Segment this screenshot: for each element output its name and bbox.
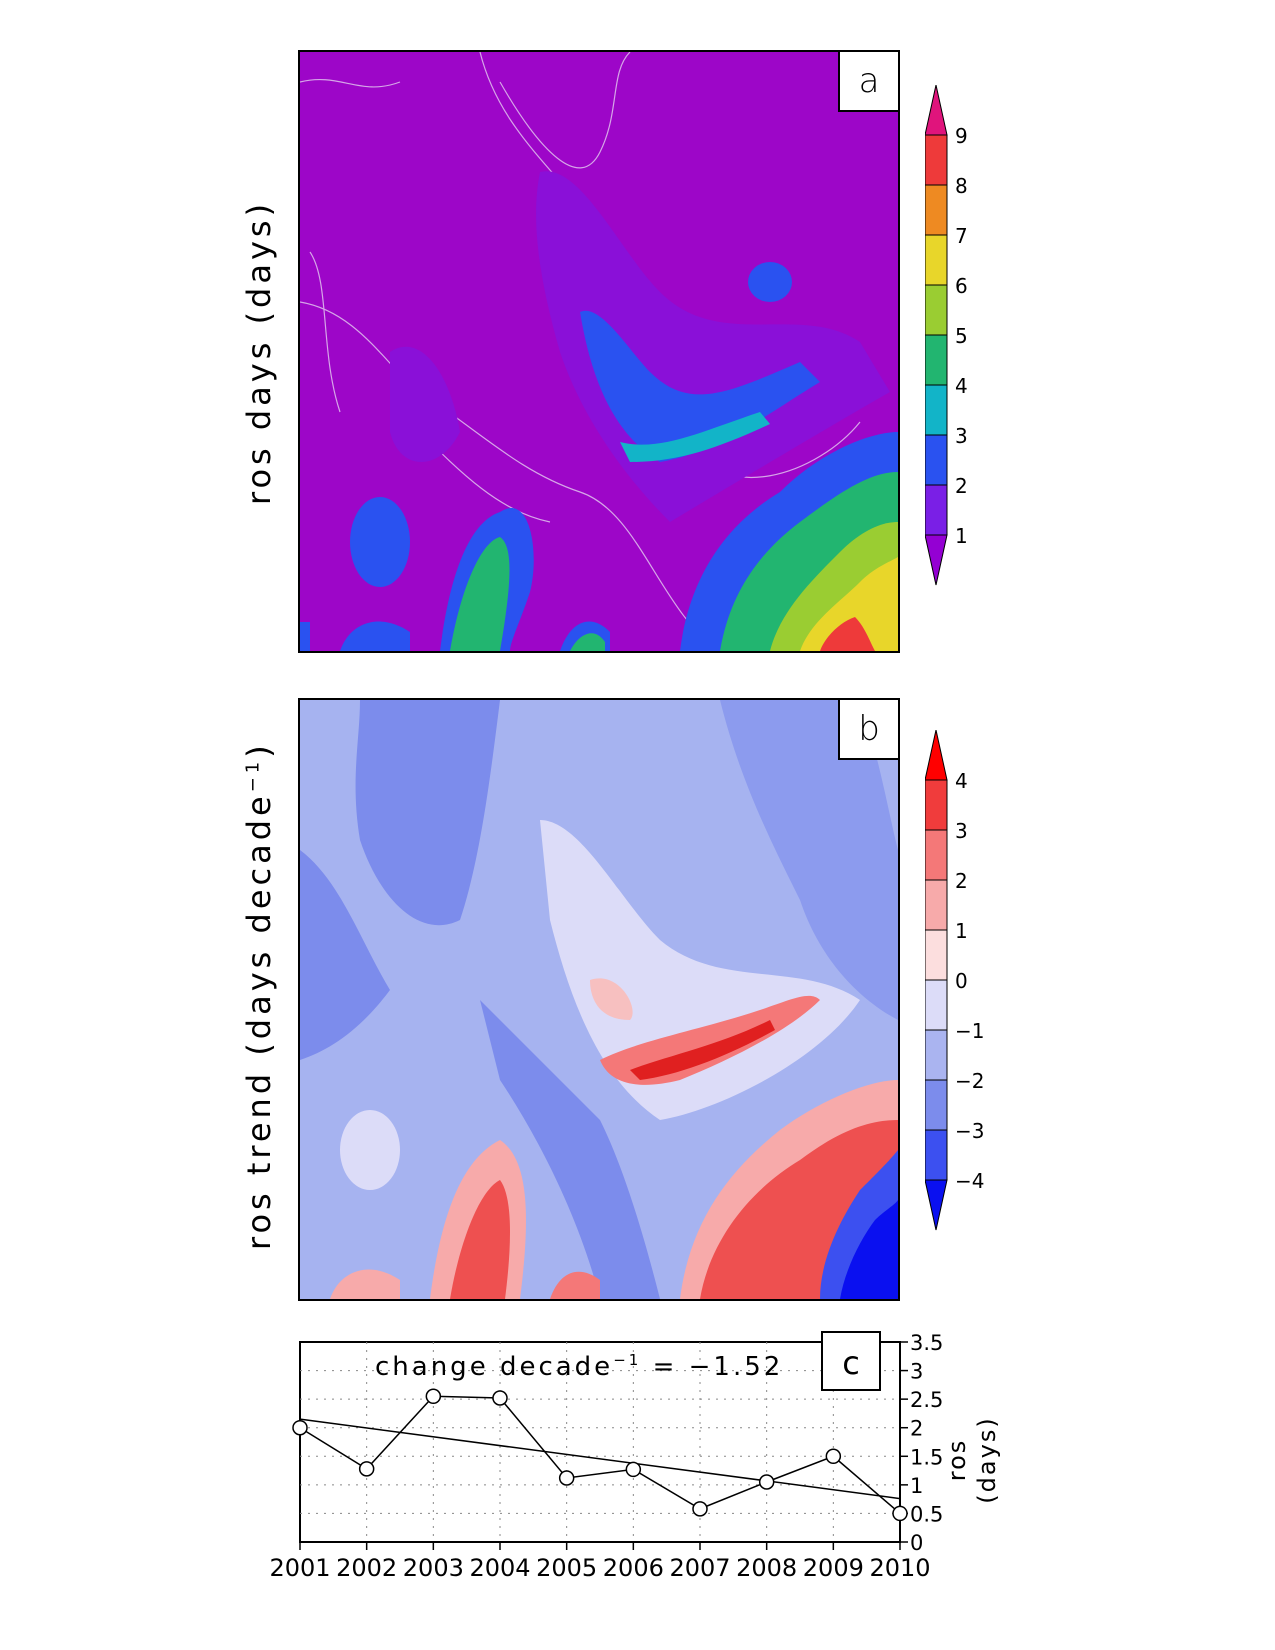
colorbar-b-segment [925,929,948,981]
colorbar-a-top-triangle [925,85,948,136]
colorbar-b-top-triangle [925,730,948,781]
data-point [625,1461,642,1478]
x-tick-label: 2001 [270,1554,331,1582]
x-tick-label: 2005 [536,1554,597,1582]
x-tick-label: 2004 [469,1554,530,1582]
data-point [825,1448,842,1465]
colorbar-a-tick-label: 1 [955,524,968,548]
panel-b-ylabel-sup: −1 [242,757,264,793]
y-tick-label: 3 [910,1360,923,1384]
series-line [299,1395,901,1514]
colorbar-b-segment [925,1129,948,1181]
colorbar-b-tick-label: −4 [955,1169,984,1193]
y-tick-label: 3.5 [910,1331,943,1355]
colorbar-b-tick-label: −2 [955,1069,984,1093]
panel-b-ylabel-text: ros trend (days decade [240,792,278,1250]
colorbar-b-tick-label: −1 [955,1019,984,1043]
line-chart-c: 0 0.5 1 1.5 2 2.5 3 3.5 2001 2002 2003 2004 2005 2006… [270,1331,1001,1582]
x-tick-label: 2009 [803,1554,864,1582]
x-tick-label: 2002 [336,1554,397,1582]
colorbar-a-tick-label: 4 [955,374,968,398]
colorbar-a-tick-label: 2 [955,474,968,498]
colorbar-b-bottom-triangle [925,1179,948,1231]
y-tick-label: 2 [910,1417,923,1441]
colorbar-a-segment [925,384,948,436]
colorbar-b-segment [925,979,948,1031]
colorbar-a: 9 8 7 6 5 4 3 2 1 [925,85,968,586]
data-point [558,1470,575,1486]
data-point [292,1419,308,1436]
y-tick-label: 2.5 [910,1388,943,1412]
colorbar-b-tick-label: 2 [955,869,968,893]
colorbar-b-tick-label: 1 [955,919,968,943]
colorbar-a-tick-label: 9 [955,124,968,148]
colorbar-a-segment [925,434,948,486]
data-point [358,1461,375,1477]
colorbar-b-segment [925,779,948,831]
data-point [492,1390,508,1406]
y-tick-label: 0 [910,1531,923,1555]
colorbar-a-bottom-triangle [925,534,948,586]
colorbar-b-segment [925,879,948,931]
data-point [892,1505,908,1522]
ros-trend-map: b [298,698,900,1301]
colorbar-a-segment [925,234,948,286]
panel-letter-b: b [838,700,898,760]
panel-letter-c-box [821,1331,881,1391]
colorbar-b-tick-label: 4 [955,769,968,793]
colorbar-a-segment [925,134,948,186]
colorbar-a-segment [925,334,948,386]
colorbar-b-tick-label: 0 [955,969,968,993]
panel-letter-c: c [842,1344,860,1382]
colorbar-a-segment [925,284,948,336]
x-tick-label: 2003 [403,1554,464,1582]
x-tick-label: 2007 [669,1554,730,1582]
data-point [425,1388,442,1405]
y-tick-label: 1 [910,1474,923,1498]
colorbar-a-tick-label: 8 [955,174,968,198]
colorbar-a-segment [925,484,948,536]
data-point [758,1474,775,1490]
panel-letter-a: a [838,52,898,112]
colorbar-a-tick-label: 7 [955,224,968,248]
colorbar-a-tick-label: 3 [955,424,968,448]
ros-days-map: a [298,50,900,653]
x-tick-label: 2010 [869,1554,930,1582]
colorbar-a-tick-label: 6 [955,274,968,298]
colorbar-b-segment [925,829,948,881]
x-tick-label: 2006 [603,1554,664,1582]
colorbar-a-segment [925,184,948,236]
colorbar-b-tick-label: −3 [955,1119,984,1143]
plot-frame [299,1341,901,1543]
panel-b-ylabel-end: ) [240,741,278,758]
panel-c-ylabel-line2: (days) [973,1416,1001,1503]
colorbar-b-tick-label: 3 [955,819,968,843]
colorbar-b: 4 3 2 1 0 −1 −2 −3 −4 [925,730,984,1231]
ros-trend-map-image [300,700,898,1299]
colorbar-a-tick-label: 5 [955,324,968,348]
y-tick-label: 0.5 [910,1502,943,1526]
colorbar-b-segment [925,1029,948,1081]
panel-b-ylabel: ros trend (days decade−1) [240,741,278,1250]
trend-annotation: change decade−1 = −1.52 [375,1351,783,1382]
y-tick-label: 1.5 [910,1445,943,1469]
panel-a-ylabel: ros days (days) [240,199,278,505]
ros-days-map-image [300,52,898,651]
data-point [692,1501,708,1517]
panel-c-ylabel-line1: ros [943,1439,971,1482]
x-tick-label: 2008 [736,1554,797,1582]
colorbar-b-segment [925,1079,948,1131]
